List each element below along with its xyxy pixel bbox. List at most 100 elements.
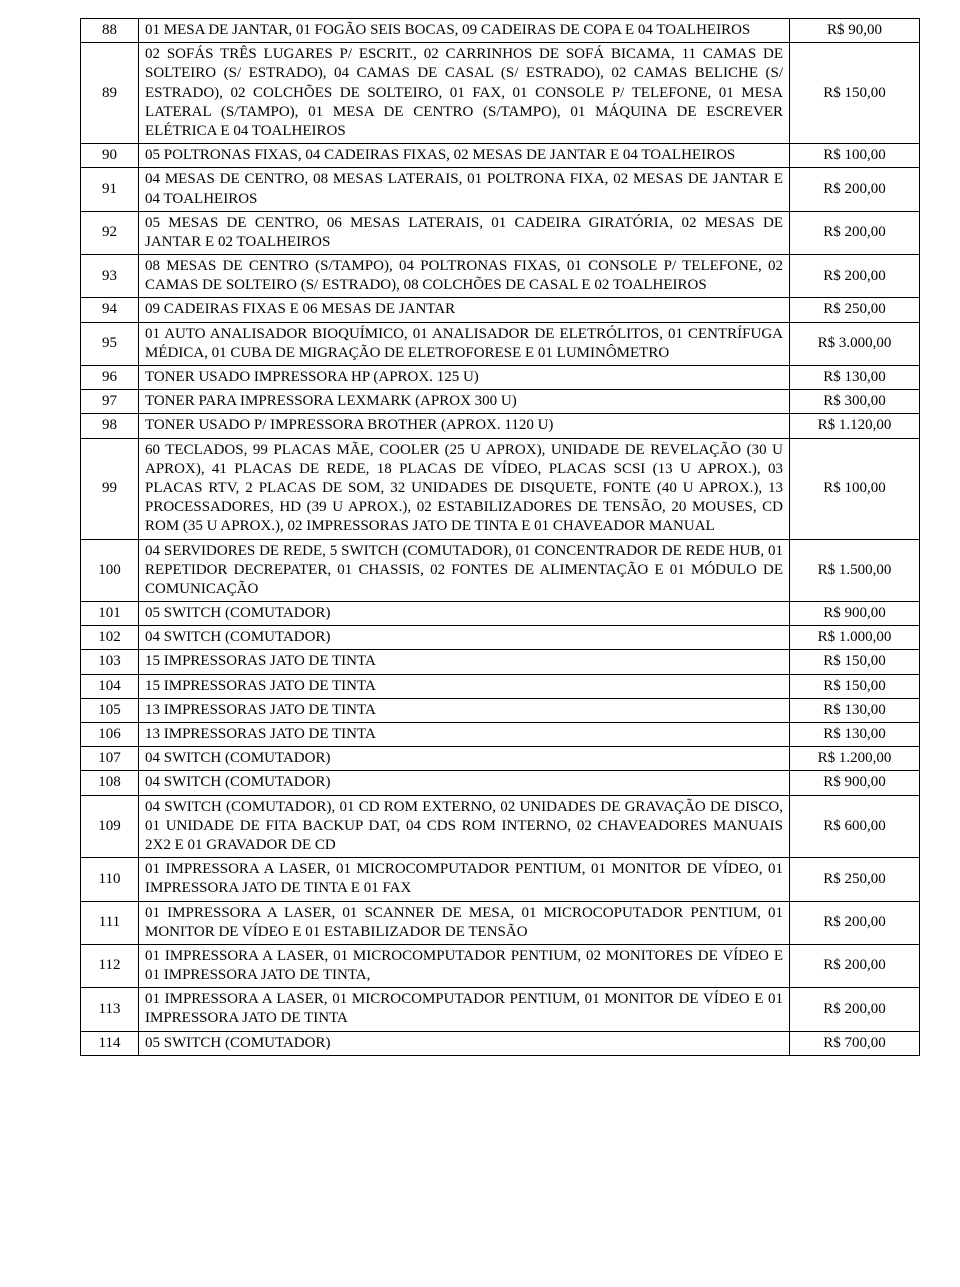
- item-price: R$ 200,00: [790, 255, 920, 298]
- item-description: 15 IMPRESSORAS JATO DE TINTA: [139, 674, 790, 698]
- item-number: 104: [81, 674, 139, 698]
- item-description: TONER USADO IMPRESSORA HP (APROX. 125 U): [139, 366, 790, 390]
- item-price: R$ 150,00: [790, 650, 920, 674]
- item-description: 01 IMPRESSORA A LASER, 01 MICROCOMPUTADO…: [139, 988, 790, 1031]
- item-description: 08 MESAS DE CENTRO (S/TAMPO), 04 POLTRON…: [139, 255, 790, 298]
- table-row: 11405 SWITCH (COMUTADOR)R$ 700,00: [81, 1031, 920, 1055]
- item-description: TONER PARA IMPRESSORA LEXMARK (APROX 300…: [139, 390, 790, 414]
- table-row: 10513 IMPRESSORAS JATO DE TINTAR$ 130,00: [81, 698, 920, 722]
- item-price: R$ 1.500,00: [790, 539, 920, 602]
- table-row: 10613 IMPRESSORAS JATO DE TINTAR$ 130,00: [81, 723, 920, 747]
- item-number: 98: [81, 414, 139, 438]
- item-price: R$ 130,00: [790, 723, 920, 747]
- item-description: 05 SWITCH (COMUTADOR): [139, 602, 790, 626]
- item-description: 01 IMPRESSORA A LASER, 01 SCANNER DE MES…: [139, 901, 790, 944]
- item-price: R$ 300,00: [790, 390, 920, 414]
- item-number: 89: [81, 43, 139, 144]
- item-price: R$ 200,00: [790, 988, 920, 1031]
- item-number: 94: [81, 298, 139, 322]
- item-number: 111: [81, 901, 139, 944]
- item-number: 90: [81, 144, 139, 168]
- table-row: 9960 TECLADOS, 99 PLACAS MÃE, COOLER (25…: [81, 438, 920, 539]
- item-description: 05 MESAS DE CENTRO, 06 MESAS LATERAIS, 0…: [139, 211, 790, 254]
- item-description: 04 SWITCH (COMUTADOR): [139, 626, 790, 650]
- item-number: 112: [81, 944, 139, 987]
- item-price: R$ 3.000,00: [790, 322, 920, 365]
- table-row: 9409 CADEIRAS FIXAS E 06 MESAS DE JANTAR…: [81, 298, 920, 322]
- item-price: R$ 1.120,00: [790, 414, 920, 438]
- table-row: 10704 SWITCH (COMUTADOR)R$ 1.200,00: [81, 747, 920, 771]
- item-number: 100: [81, 539, 139, 602]
- item-price: R$ 150,00: [790, 43, 920, 144]
- table-row: 9205 MESAS DE CENTRO, 06 MESAS LATERAIS,…: [81, 211, 920, 254]
- item-price: R$ 150,00: [790, 674, 920, 698]
- item-price: R$ 100,00: [790, 144, 920, 168]
- table-row: 9005 POLTRONAS FIXAS, 04 CADEIRAS FIXAS,…: [81, 144, 920, 168]
- item-description: 04 MESAS DE CENTRO, 08 MESAS LATERAIS, 0…: [139, 168, 790, 211]
- table-row: 11101 IMPRESSORA A LASER, 01 SCANNER DE …: [81, 901, 920, 944]
- table-row: 98TONER USADO P/ IMPRESSORA BROTHER (APR…: [81, 414, 920, 438]
- item-description: TONER USADO P/ IMPRESSORA BROTHER (APROX…: [139, 414, 790, 438]
- table-row: 9501 AUTO ANALISADOR BIOQUÍMICO, 01 ANAL…: [81, 322, 920, 365]
- item-description: 01 MESA DE JANTAR, 01 FOGÃO SEIS BOCAS, …: [139, 19, 790, 43]
- item-price: R$ 200,00: [790, 168, 920, 211]
- table-row: 97TONER PARA IMPRESSORA LEXMARK (APROX 3…: [81, 390, 920, 414]
- item-number: 93: [81, 255, 139, 298]
- document-page: 8801 MESA DE JANTAR, 01 FOGÃO SEIS BOCAS…: [0, 0, 960, 1086]
- item-price: R$ 90,00: [790, 19, 920, 43]
- item-description: 02 SOFÁS TRÊS LUGARES P/ ESCRIT., 02 CAR…: [139, 43, 790, 144]
- item-description: 04 SWITCH (COMUTADOR): [139, 771, 790, 795]
- item-number: 108: [81, 771, 139, 795]
- item-number: 97: [81, 390, 139, 414]
- item-price: R$ 1.200,00: [790, 747, 920, 771]
- item-description: 01 AUTO ANALISADOR BIOQUÍMICO, 01 ANALIS…: [139, 322, 790, 365]
- item-price: R$ 900,00: [790, 602, 920, 626]
- item-price: R$ 600,00: [790, 795, 920, 858]
- item-number: 113: [81, 988, 139, 1031]
- item-description: 01 IMPRESSORA A LASER, 01 MICROCOMPUTADO…: [139, 858, 790, 901]
- item-number: 101: [81, 602, 139, 626]
- table-row: 11001 IMPRESSORA A LASER, 01 MICROCOMPUT…: [81, 858, 920, 901]
- items-table-body: 8801 MESA DE JANTAR, 01 FOGÃO SEIS BOCAS…: [81, 19, 920, 1056]
- item-number: 114: [81, 1031, 139, 1055]
- item-description: 05 SWITCH (COMUTADOR): [139, 1031, 790, 1055]
- table-row: 10204 SWITCH (COMUTADOR)R$ 1.000,00: [81, 626, 920, 650]
- item-price: R$ 250,00: [790, 858, 920, 901]
- item-description: 13 IMPRESSORAS JATO DE TINTA: [139, 723, 790, 747]
- table-row: 10904 SWITCH (COMUTADOR), 01 CD ROM EXTE…: [81, 795, 920, 858]
- item-price: R$ 200,00: [790, 944, 920, 987]
- table-row: 10315 IMPRESSORAS JATO DE TINTAR$ 150,00: [81, 650, 920, 674]
- table-row: 11301 IMPRESSORA A LASER, 01 MICROCOMPUT…: [81, 988, 920, 1031]
- items-table: 8801 MESA DE JANTAR, 01 FOGÃO SEIS BOCAS…: [80, 18, 920, 1056]
- table-row: 8902 SOFÁS TRÊS LUGARES P/ ESCRIT., 02 C…: [81, 43, 920, 144]
- table-row: 96TONER USADO IMPRESSORA HP (APROX. 125 …: [81, 366, 920, 390]
- item-price: R$ 900,00: [790, 771, 920, 795]
- item-price: R$ 700,00: [790, 1031, 920, 1055]
- item-number: 88: [81, 19, 139, 43]
- item-number: 102: [81, 626, 139, 650]
- item-description: 05 POLTRONAS FIXAS, 04 CADEIRAS FIXAS, 0…: [139, 144, 790, 168]
- item-number: 103: [81, 650, 139, 674]
- item-price: R$ 1.000,00: [790, 626, 920, 650]
- item-number: 105: [81, 698, 139, 722]
- item-number: 92: [81, 211, 139, 254]
- item-number: 109: [81, 795, 139, 858]
- item-description: 13 IMPRESSORAS JATO DE TINTA: [139, 698, 790, 722]
- table-row: 10804 SWITCH (COMUTADOR)R$ 900,00: [81, 771, 920, 795]
- table-row: 10004 SERVIDORES DE REDE, 5 SWITCH (COMU…: [81, 539, 920, 602]
- table-row: 10415 IMPRESSORAS JATO DE TINTAR$ 150,00: [81, 674, 920, 698]
- table-row: 9308 MESAS DE CENTRO (S/TAMPO), 04 POLTR…: [81, 255, 920, 298]
- item-price: R$ 200,00: [790, 901, 920, 944]
- table-row: 8801 MESA DE JANTAR, 01 FOGÃO SEIS BOCAS…: [81, 19, 920, 43]
- item-price: R$ 250,00: [790, 298, 920, 322]
- item-number: 96: [81, 366, 139, 390]
- item-description: 04 SWITCH (COMUTADOR): [139, 747, 790, 771]
- item-price: R$ 200,00: [790, 211, 920, 254]
- item-number: 99: [81, 438, 139, 539]
- table-row: 11201 IMPRESSORA A LASER, 01 MICROCOMPUT…: [81, 944, 920, 987]
- item-number: 110: [81, 858, 139, 901]
- item-price: R$ 130,00: [790, 366, 920, 390]
- item-description: 01 IMPRESSORA A LASER, 01 MICROCOMPUTADO…: [139, 944, 790, 987]
- item-description: 60 TECLADOS, 99 PLACAS MÃE, COOLER (25 U…: [139, 438, 790, 539]
- item-number: 106: [81, 723, 139, 747]
